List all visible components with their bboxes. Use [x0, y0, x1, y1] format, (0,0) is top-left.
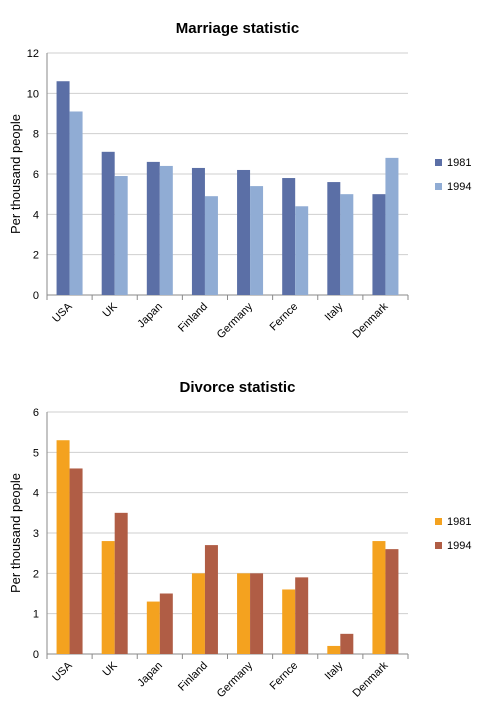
x-tick-label: Germany — [215, 300, 256, 341]
y-axis-label: Per thousand people — [8, 473, 23, 593]
x-tick-label: Italy — [323, 300, 346, 323]
x-tick-label: USA — [50, 300, 75, 325]
legend-swatch — [435, 183, 442, 190]
bar-1981-japan — [146, 601, 160, 654]
bar-1981-denmark — [372, 541, 386, 654]
bar-1981-japan — [146, 161, 160, 295]
bar-1994-usa — [69, 111, 83, 295]
bar-1981-finland — [191, 167, 205, 295]
bar-1981-finland — [191, 573, 205, 654]
x-tick-label: Germany — [215, 659, 256, 700]
bar-1981-usa — [56, 81, 70, 295]
x-tick-label: Japan — [135, 660, 165, 690]
bar-1981-fernce — [282, 589, 296, 654]
bar-1994-denmark — [385, 157, 399, 295]
y-tick-label: 6 — [33, 169, 39, 181]
bar-1994-italy — [340, 194, 354, 295]
legend-swatch — [435, 518, 442, 525]
x-tick-label: Japan — [135, 301, 165, 331]
y-tick-label: 0 — [33, 290, 39, 302]
x-tick-label: UK — [101, 300, 121, 320]
y-tick-label: 8 — [33, 129, 39, 141]
x-tick-label: USA — [50, 659, 75, 684]
x-tick-label: Finland — [176, 660, 210, 694]
chart-title: Divorce statistic — [180, 379, 296, 396]
y-tick-label: 2 — [33, 250, 39, 262]
bar-1981-denmark — [372, 194, 386, 295]
chart-title: Marriage statistic — [176, 20, 299, 37]
x-tick-label: Finland — [176, 301, 210, 335]
divorce-chart: Divorce statistic 0 1 2 3 4 5 6 Per thousand peo… — [8, 379, 471, 700]
y-tick-label: 3 — [33, 528, 39, 540]
y-tick-label: 4 — [33, 209, 39, 221]
bar-1994-finland — [204, 196, 218, 295]
bar-1981-uk — [101, 541, 115, 654]
x-tick-label: Denmark — [351, 659, 391, 699]
legend-swatch — [435, 159, 442, 166]
marriage-chart: Marriage statistic 0 2 4 6 8 10 12 Per thousand … — [8, 20, 471, 341]
y-tick-label: 0 — [33, 649, 39, 661]
legend-label: 1981 — [447, 516, 471, 528]
bar-1981-italy — [327, 182, 341, 295]
bar-1994-italy — [340, 633, 354, 654]
x-tick-label: Denmark — [351, 300, 391, 340]
bar-1994-fernce — [295, 206, 309, 295]
y-tick-label: 5 — [33, 447, 39, 459]
legend-label: 1981 — [447, 157, 471, 169]
y-tick-label: 6 — [33, 407, 39, 419]
legend-label: 1994 — [447, 540, 471, 552]
legend-label: 1994 — [447, 181, 471, 193]
x-tick-label: Italy — [323, 659, 346, 682]
bar-1981-fernce — [282, 178, 296, 295]
bar-1994-finland — [204, 545, 218, 654]
bar-1981-germany — [237, 169, 251, 295]
bar-1981-germany — [237, 573, 251, 654]
bar-1994-uk — [114, 512, 128, 654]
x-tick-label: Fernce — [268, 660, 301, 693]
legend-swatch — [435, 542, 442, 549]
y-axis-label: Per thousand people — [8, 114, 23, 234]
bar-1994-germany — [250, 186, 264, 295]
bar-1994-germany — [250, 573, 264, 654]
y-tick-label: 12 — [27, 48, 39, 60]
bar-1994-fernce — [295, 577, 309, 654]
bar-1981-uk — [101, 151, 115, 295]
x-tick-label: UK — [101, 659, 121, 679]
y-tick-label: 4 — [33, 488, 39, 500]
bar-1981-usa — [56, 440, 70, 654]
x-tick-label: Fernce — [268, 301, 301, 334]
bar-1994-japan — [159, 593, 173, 654]
bar-1994-uk — [114, 176, 128, 295]
bar-1994-denmark — [385, 549, 399, 654]
bar-1994-japan — [159, 165, 173, 295]
y-tick-label: 2 — [33, 568, 39, 580]
bar-1981-italy — [327, 645, 341, 654]
y-tick-label: 10 — [27, 88, 39, 100]
bar-1994-usa — [69, 468, 83, 654]
y-tick-label: 1 — [33, 609, 39, 621]
